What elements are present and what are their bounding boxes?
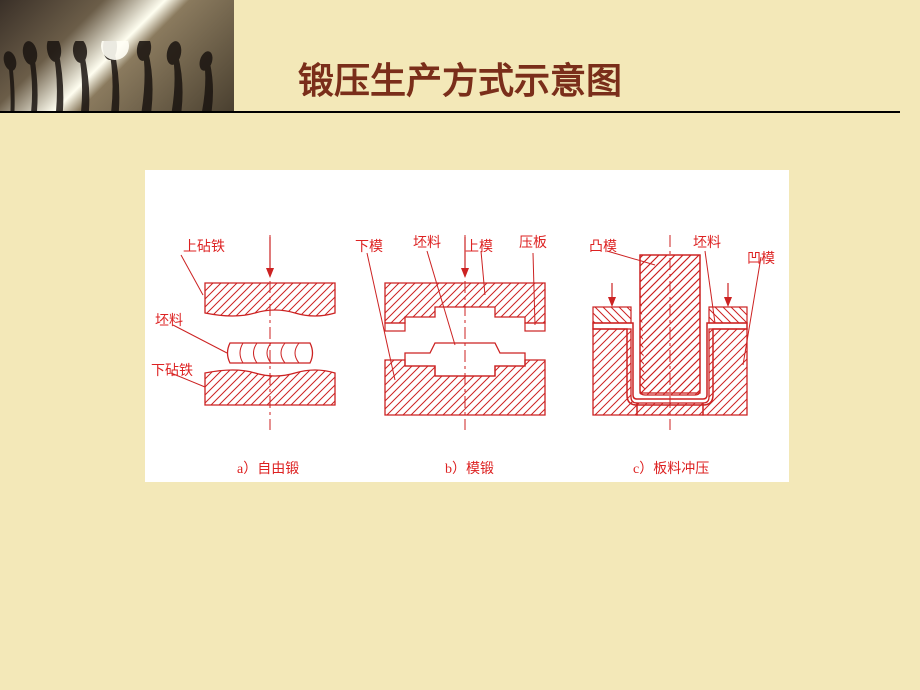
header-image	[0, 0, 234, 111]
label-b-upper-die: 上模	[465, 236, 493, 256]
label-a-bottom-anvil: 下砧铁	[151, 360, 193, 380]
label-c-punch: 凸模	[589, 236, 617, 256]
diagram-a	[171, 235, 335, 430]
diagram-container: 上砧铁 坯料 下砧铁 下模 坯料 上模 压板 凸模 坯料 凹模 a）自由锻 b）…	[145, 170, 789, 482]
caption-a: a）自由锻	[237, 458, 299, 478]
label-a-top-anvil: 上砧铁	[183, 236, 225, 256]
caption-c: c）板料冲压	[633, 458, 709, 478]
label-c-die: 凹模	[747, 248, 775, 268]
diagram-c	[593, 235, 761, 430]
forging-diagram	[145, 170, 789, 482]
label-b-blank: 坯料	[413, 232, 441, 252]
wheat-silhouette-icon	[0, 41, 234, 111]
divider	[0, 111, 900, 113]
diagram-b	[367, 235, 545, 430]
page-title: 锻压生产方式示意图	[298, 52, 622, 104]
label-a-blank: 坯料	[155, 310, 183, 330]
label-b-press-plate: 压板	[519, 232, 547, 252]
label-b-lower-die: 下模	[355, 236, 383, 256]
label-c-blank: 坯料	[693, 232, 721, 252]
caption-b: b）模锻	[445, 458, 494, 478]
